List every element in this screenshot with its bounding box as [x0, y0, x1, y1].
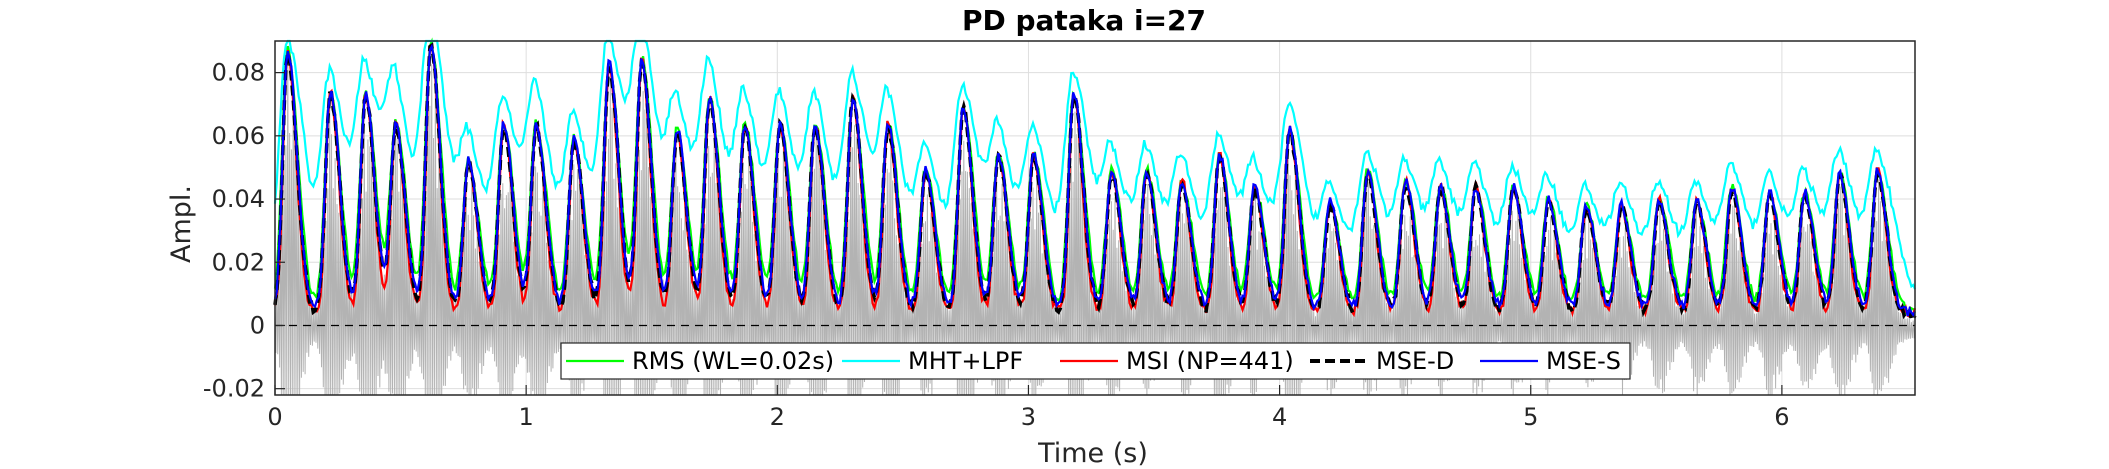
- y-axis-label: Ampl.: [166, 185, 197, 263]
- legend-label: MSI (NP=441): [1126, 347, 1294, 375]
- chart-title: PD pataka i=27: [962, 4, 1206, 37]
- y-tick-label: 0.08: [212, 59, 265, 87]
- legend-label: MSE-D: [1376, 347, 1454, 375]
- x-tick-label: 0: [267, 403, 282, 431]
- legend: RMS (WL=0.02s) MHT+LPF MSI (NP=441) MSE-D MS…: [560, 342, 1631, 380]
- grid: [274, 41, 1915, 395]
- x-tick-label: 1: [519, 403, 534, 431]
- x-tick-label: 4: [1272, 403, 1287, 431]
- plot-frame: [274, 40, 1916, 396]
- y-tick-label: 0.04: [212, 185, 265, 213]
- x-tick-label: 6: [1774, 403, 1789, 431]
- y-tick-label: 0.02: [212, 248, 265, 276]
- y-tick-label: 0: [250, 311, 265, 339]
- y-tick-label: 0.06: [212, 122, 265, 150]
- x-axis: 0 1 2 3 4 5 6: [267, 385, 1790, 431]
- y-axis: -0.02 0 0.02 0.04 0.06 0.08: [203, 59, 285, 403]
- x-tick-label: 5: [1523, 403, 1538, 431]
- legend-label: RMS (WL=0.02s): [632, 347, 834, 375]
- y-tick-label: -0.02: [203, 375, 265, 403]
- x-axis-label: Time (s): [1037, 438, 1148, 469]
- series-line-5: [273, 43, 1916, 317]
- legend-label: MHT+LPF: [908, 347, 1023, 375]
- series-line-2: [273, 39, 1917, 290]
- x-tick-label: 2: [770, 403, 785, 431]
- legend-label: MSE-S: [1546, 347, 1621, 375]
- x-tick-label: 3: [1021, 403, 1036, 431]
- series-lines: [273, 37, 1917, 323]
